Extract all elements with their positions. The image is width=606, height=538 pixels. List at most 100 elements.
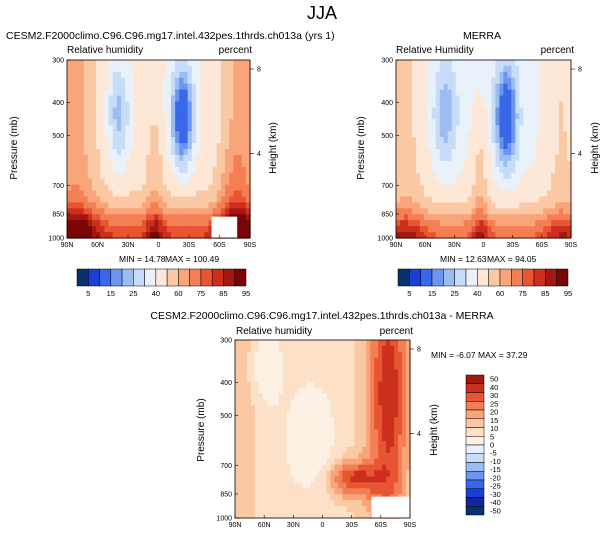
obs-cell — [411, 125, 417, 132]
model-cell — [96, 226, 101, 233]
panel-diff-ylabel: Pressure (mb) — [196, 398, 207, 461]
obs-cell — [415, 184, 421, 192]
model-cell — [191, 178, 197, 186]
obs-cell — [403, 125, 409, 132]
model-cell — [137, 166, 143, 174]
diff-cell — [346, 482, 351, 489]
obs-cell — [475, 166, 481, 174]
obs-cell — [539, 202, 544, 209]
diff-cell — [254, 357, 260, 365]
model-cell — [175, 172, 180, 180]
obs-cell — [455, 190, 461, 198]
model-cell — [146, 65, 151, 73]
diff-cell — [330, 345, 336, 353]
model-cell — [204, 220, 210, 227]
obs-cell — [547, 214, 552, 221]
diff-cell — [330, 470, 336, 478]
model-cell — [154, 113, 160, 120]
model-cell — [116, 226, 122, 233]
obs-cell — [523, 208, 528, 215]
model-cell — [216, 77, 222, 85]
diff-cell — [246, 458, 252, 466]
diff-cell — [266, 506, 272, 513]
obs-cell — [519, 154, 524, 162]
diff-cell — [302, 345, 308, 353]
diff-cell — [338, 381, 343, 389]
model-cell — [158, 113, 164, 120]
obs-cell — [479, 77, 485, 85]
model-cell — [208, 125, 214, 132]
obs-cell — [439, 178, 445, 186]
model-cell — [183, 95, 189, 103]
obs-cell — [455, 214, 461, 221]
obs-cell — [463, 65, 469, 73]
obs-cell — [495, 160, 501, 168]
obs-cell — [431, 77, 437, 85]
obs-cell — [483, 196, 489, 203]
obs-cell — [439, 125, 445, 132]
diff-cell — [310, 470, 316, 478]
model-cell — [96, 131, 101, 138]
model-cell — [241, 83, 247, 91]
obs-cell — [487, 149, 493, 156]
obs-cell — [535, 89, 540, 97]
model-cell — [150, 214, 155, 221]
model-cell — [200, 107, 205, 114]
obs-colorbar-box — [409, 268, 421, 287]
diff-cell — [235, 494, 240, 501]
diff-cell — [278, 458, 284, 466]
diff-cell — [294, 434, 300, 442]
model-cell — [87, 154, 93, 162]
obs-cell — [403, 214, 409, 221]
obs-cell — [419, 232, 425, 239]
diff-cell — [350, 470, 355, 478]
panel-model-title: CESM2.F2000climo.C96.C96.mg17.intel.432p… — [6, 30, 335, 42]
obs-cell — [479, 196, 485, 203]
obs-cell — [519, 208, 524, 215]
obs-cell — [459, 131, 465, 138]
diff-cell — [302, 357, 308, 365]
diff-cell — [274, 434, 280, 442]
obs-cell — [507, 160, 512, 168]
obs-cell — [435, 232, 441, 239]
model-cell — [129, 89, 135, 97]
model-cell — [166, 77, 172, 85]
obs-cell — [435, 137, 441, 144]
diff-cell — [242, 464, 248, 472]
diff-cell — [302, 387, 308, 394]
diff-cell — [314, 351, 320, 359]
obs-cell — [403, 143, 409, 150]
obs-cell — [407, 107, 413, 114]
model-cell — [179, 101, 185, 109]
diff-cell — [366, 482, 371, 489]
diff-cell — [330, 506, 336, 513]
obs-cell — [559, 113, 564, 120]
diff-cell — [334, 357, 340, 365]
diff-cell — [314, 381, 320, 389]
model-cell — [150, 77, 155, 85]
obs-cell — [396, 60, 401, 67]
model-cell — [162, 95, 168, 103]
obs-cell — [483, 166, 489, 174]
model-cell — [175, 107, 180, 114]
diff-cell — [250, 482, 256, 489]
diff-cell — [282, 417, 288, 424]
obs-cell — [551, 226, 556, 233]
diff-cell — [294, 482, 300, 489]
obs-cell — [543, 226, 548, 233]
obs-cell — [527, 172, 532, 180]
diff-cell — [274, 363, 280, 371]
model-cell — [67, 184, 72, 192]
model-cell — [112, 160, 118, 168]
diff-cell — [346, 458, 351, 466]
obs-cell — [515, 208, 520, 215]
model-cell — [71, 143, 76, 150]
diff-cell — [330, 399, 336, 406]
diff-cell — [318, 429, 324, 436]
obs-cell — [467, 220, 473, 227]
obs-cell — [415, 196, 421, 203]
model-cell — [200, 113, 205, 120]
model-cell — [133, 95, 139, 103]
diff-cell — [262, 411, 268, 418]
obs-cell — [423, 113, 429, 120]
